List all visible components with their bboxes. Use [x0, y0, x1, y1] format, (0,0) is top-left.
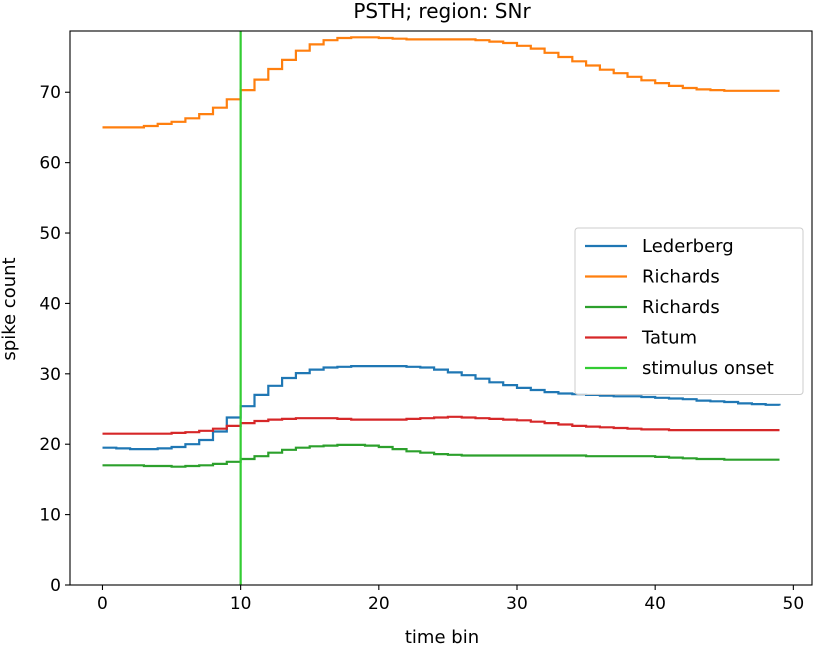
x-tick-label: 20 [368, 594, 390, 614]
series-line-2-richards [102, 443, 780, 468]
plot-area [102, 31, 781, 585]
x-tick-label: 50 [783, 594, 805, 614]
y-tick-label: 20 [39, 435, 61, 455]
legend-entry: Richards [642, 297, 720, 318]
x-axis-label: time bin [405, 627, 479, 648]
legend-entry: Tatum [641, 328, 697, 349]
legend-box [574, 227, 804, 395]
x-tick-label: 30 [506, 594, 528, 614]
legend: Lederberg Richards Richards Tatum stimulus o… [574, 227, 804, 395]
y-tick-label: 10 [39, 506, 61, 526]
x-tick-label: 10 [230, 594, 252, 614]
x-tick-label: 0 [97, 594, 108, 614]
y-tick-label: 70 [39, 83, 61, 103]
x-tick-label: 40 [644, 594, 666, 614]
y-tick-label: 60 [39, 154, 61, 174]
legend-entry: Richards [642, 267, 720, 288]
axes: 0 10 20 30 40 50 0 10 20 30 40 50 60 70 [39, 30, 813, 614]
y-tick-label: 50 [39, 224, 61, 244]
legend-entry: stimulus onset [642, 358, 774, 379]
chart-title: PSTH; region: SNr [353, 0, 531, 23]
series-line-1-richards [102, 36, 780, 129]
series-line-0-lederberg [102, 365, 781, 451]
y-tick-label: 30 [39, 365, 61, 385]
y-tick-label: 40 [39, 294, 61, 314]
y-axis-label: spike count [0, 257, 20, 360]
series-line-3-tatum [102, 415, 780, 435]
axes-frame [69, 30, 813, 586]
y-tick-label: 0 [50, 576, 61, 596]
legend-entry: Lederberg [642, 236, 734, 257]
